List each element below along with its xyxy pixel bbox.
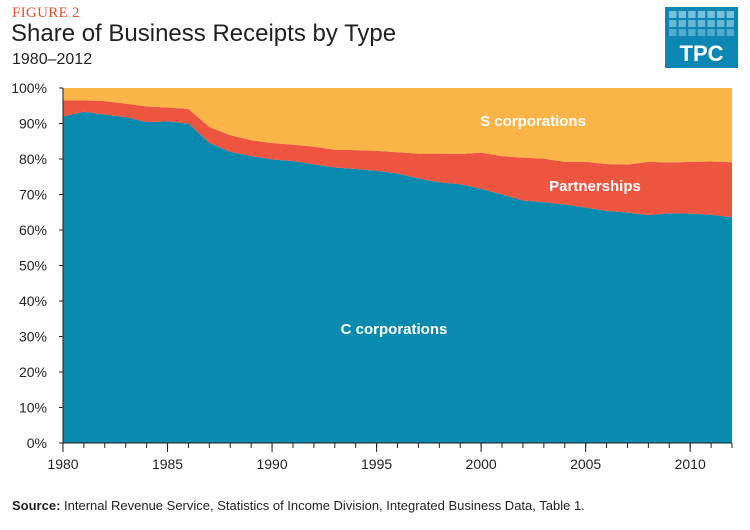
x-tick-label: 1985 (152, 456, 183, 472)
logo-square (726, 11, 734, 18)
x-tick-label: 2000 (466, 456, 497, 472)
y-tick-label: 30% (19, 329, 47, 345)
y-tick-label: 50% (19, 258, 47, 274)
logo-square (717, 11, 725, 18)
source-label: Source: (12, 498, 61, 513)
logo-square (697, 29, 706, 36)
logo-square (678, 11, 686, 18)
logo-square (726, 29, 734, 36)
y-tick-label: 80% (19, 151, 47, 167)
y-tick-label: 20% (19, 364, 47, 380)
logo-text: TPC (680, 41, 724, 66)
area-partnerships (63, 100, 732, 218)
y-tick-label: 70% (19, 187, 47, 203)
logo-square (669, 29, 677, 36)
logo-square (717, 20, 725, 27)
area-c-corporations (63, 111, 732, 443)
y-tick-label: 40% (19, 293, 47, 309)
y-tick-label: 10% (19, 400, 47, 416)
x-tick-label: 1990 (256, 456, 287, 472)
logo-square (707, 20, 715, 27)
tpc-logo: TPC (665, 7, 738, 68)
source-note: Source: Internal Revenue Service, Statis… (12, 498, 585, 513)
logo-square (678, 20, 686, 27)
label-c-corporations: C corporations (341, 321, 448, 338)
label-partnerships: Partnerships (549, 178, 641, 195)
x-tick-label: 2010 (675, 456, 706, 472)
logo-square (707, 11, 715, 18)
logo-square (726, 20, 734, 27)
y-tick-label: 0% (27, 435, 47, 451)
label-s-corporations: S corporations (480, 113, 586, 130)
area-s-corporations (63, 88, 732, 165)
source-text: Internal Revenue Service, Statistics of … (64, 498, 585, 513)
y-tick-label: 90% (19, 116, 47, 132)
plot-areas (63, 88, 732, 443)
chart-title: Share of Business Receipts by Type (11, 20, 397, 47)
logo-square (678, 29, 686, 36)
x-tick-label: 1995 (361, 456, 392, 472)
chart-subtitle: 1980–2012 (12, 51, 93, 68)
logo-square (697, 20, 706, 27)
x-tick-label: 2005 (570, 456, 601, 472)
y-tick-label: 60% (19, 222, 47, 238)
axes: 0% 10% 20% 30% 40% 50% 60% 70% 80% 90% 100% 1980 198… (11, 80, 733, 472)
logo-square (688, 11, 696, 18)
logo-square (688, 20, 696, 27)
y-tick-label: 100% (11, 80, 47, 96)
figure-label: FIGURE 2 (12, 5, 80, 21)
x-tick-label: 1980 (47, 456, 78, 472)
logo-square (717, 29, 725, 36)
logo-square (688, 29, 696, 36)
logo-square (707, 29, 715, 36)
logo-square (669, 11, 677, 18)
area-chart: 0% 10% 20% 30% 40% 50% 60% 70% 80% 90% 100% 1980 198… (11, 80, 733, 472)
logo-square (697, 11, 706, 18)
logo-square (669, 20, 677, 27)
